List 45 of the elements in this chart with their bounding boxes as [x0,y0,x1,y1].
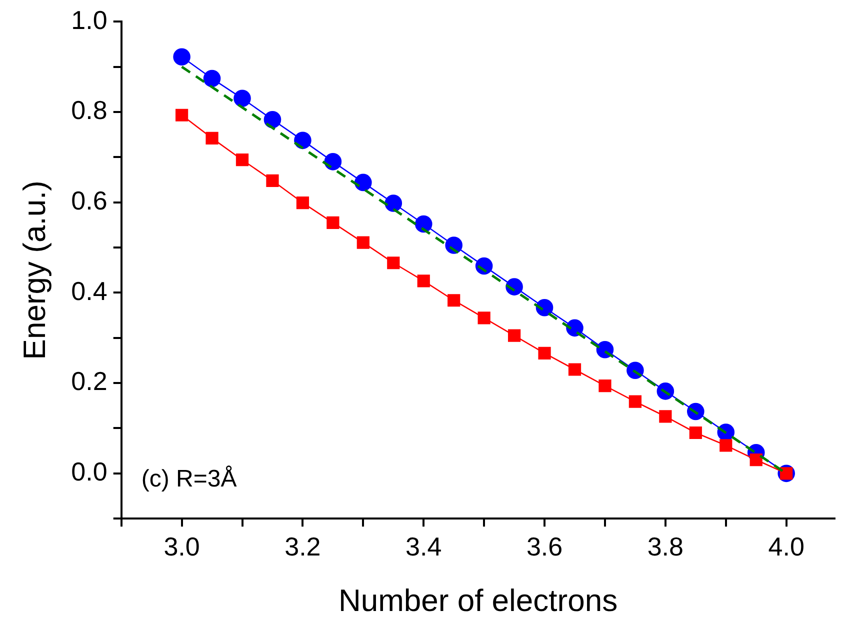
x-tick-label: 3.8 [647,531,684,562]
point [598,379,612,392]
point [264,110,282,128]
point [478,312,490,324]
point [387,256,400,270]
point [659,410,672,423]
y-tick-label: 0.2 [71,366,108,396]
y-tick-label: 0.8 [71,95,108,126]
point [414,215,432,233]
point [356,236,370,249]
y-tick-label: 1.0 [71,4,108,35]
x-tick-label: 3.4 [406,531,442,562]
point [266,174,279,187]
point [508,329,521,342]
y-tick-label: 0.4 [71,276,108,306]
point [203,70,221,88]
annotation: (c) R=3Å [141,466,237,493]
point [206,132,218,144]
point [234,90,251,108]
point [448,294,460,307]
point [417,274,430,288]
point [536,298,554,316]
point [628,395,642,408]
x-tick-label: 4.0 [768,531,804,562]
point [326,216,340,229]
y-tick-label: 0.0 [71,456,108,487]
x-axis-title: Number of electrons [338,582,618,618]
x-tick-label: 3.2 [284,531,321,562]
point [324,153,342,170]
point [566,319,584,337]
y-tick-label: 0.6 [71,186,108,216]
point [720,439,732,452]
point [750,454,762,466]
point [236,154,249,166]
point [568,363,582,376]
point [173,48,190,66]
point [175,108,188,122]
y-axis-title: Energy (a.u.) [17,180,52,360]
point [384,194,402,212]
point [538,346,551,360]
point [689,426,702,440]
point [296,196,310,210]
x-tick-label: 3.0 [164,531,200,562]
point [354,174,372,192]
x-tick-label: 3.6 [526,531,563,562]
